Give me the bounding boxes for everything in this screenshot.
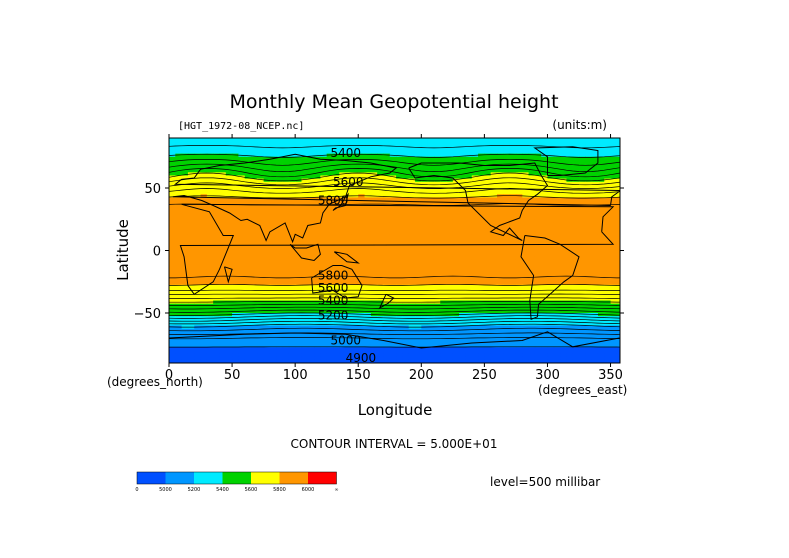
coastline	[224, 266, 233, 284]
contour-line	[169, 337, 620, 340]
x-tick-label: 100	[283, 368, 308, 383]
contour-line	[169, 195, 620, 199]
x-tick-label: 250	[472, 368, 497, 383]
y-tick-label: 0	[153, 245, 161, 260]
colorbar-label: 0	[135, 487, 138, 493]
colorbar-swatch	[137, 472, 166, 484]
x-tick-label: 50	[224, 368, 241, 383]
contour-line	[169, 153, 620, 158]
colorbar-label: 5600	[245, 487, 258, 493]
coastline	[533, 146, 599, 176]
coastline	[332, 192, 349, 211]
contour-line	[169, 172, 620, 182]
contour-line	[169, 177, 620, 186]
dataset-label: [HGT_1972-08_NCEP.nc]	[178, 121, 304, 132]
colorbar-label: 5800	[273, 487, 286, 493]
y-tick-layer: 50 0 −50	[134, 182, 624, 322]
contour-label: 4900	[346, 351, 377, 365]
contour-label: 5600	[333, 175, 364, 189]
contour-line	[169, 283, 620, 286]
coastline	[311, 265, 363, 299]
y-unit-label: (degrees_north)	[107, 375, 203, 389]
coastline	[520, 235, 580, 321]
y-axis-label: Latitude	[114, 219, 132, 281]
y-tick-label: 50	[144, 182, 161, 197]
coastline	[378, 293, 395, 310]
contour-line	[169, 297, 620, 299]
contour-label: 5400	[318, 294, 349, 308]
contour-line	[169, 323, 620, 328]
level-label: level=500 millibar	[490, 475, 600, 489]
contour-line	[169, 303, 620, 306]
coastline	[169, 331, 620, 349]
x-tick-label: 200	[409, 368, 434, 383]
contour-line	[169, 318, 620, 322]
contour-interval-label: CONTOUR INTERVAL = 5.000E+01	[291, 437, 498, 451]
units-label: (units:m)	[552, 118, 607, 132]
contour-line	[169, 309, 620, 313]
x-tick-label: 300	[535, 368, 560, 383]
contour-line	[169, 275, 620, 279]
colorbar-swatch	[308, 472, 337, 484]
contour-line	[169, 306, 620, 310]
contour-line	[169, 327, 620, 332]
coastline	[333, 251, 360, 264]
colorbar-swatch	[165, 472, 194, 484]
contour-line	[169, 293, 620, 295]
colorbar-label: 5000	[159, 487, 172, 493]
colorbar-label: ∞	[334, 487, 338, 493]
coastline	[289, 243, 321, 262]
contour-line	[169, 289, 620, 291]
contour-label: 5200	[318, 309, 349, 323]
colorbar-swatch	[222, 472, 251, 484]
colorbar-label: 5400	[216, 487, 229, 493]
x-unit-label: (degrees_east)	[538, 383, 627, 397]
colorbar: 0 5000 5200 5400 5600 5800 6000 ∞	[135, 471, 339, 493]
coastline	[408, 162, 549, 241]
contour-line	[169, 301, 620, 303]
colorbar-swatch	[251, 472, 280, 484]
x-tick-label: 0	[165, 368, 173, 383]
coastline	[179, 203, 615, 295]
colorbar-label: 6000	[302, 487, 315, 493]
contour-label: 5000	[331, 334, 362, 348]
coastline	[172, 153, 620, 244]
x-axis-label: Longitude	[358, 401, 433, 419]
contour-label: 5400	[331, 146, 362, 160]
x-tick-label: 350	[598, 368, 623, 383]
contour-line	[169, 145, 620, 149]
x-tick-label: 150	[346, 368, 371, 383]
contour-line	[169, 312, 620, 316]
contour-line	[169, 188, 620, 194]
colorbar-frame	[136, 471, 337, 485]
contour-line	[169, 182, 620, 189]
coastlines	[169, 146, 620, 349]
colorbar-swatch	[194, 472, 223, 484]
x-tick-layer: 0 50 100 150 200 250 300 350	[165, 134, 623, 383]
contour-line	[169, 320, 620, 325]
contour-line	[169, 315, 620, 319]
y-tick-label: −50	[134, 307, 161, 322]
colorbar-label: 5200	[188, 487, 201, 493]
chart-title: Monthly Mean Geopotential height	[229, 91, 558, 113]
colorbar-swatch	[279, 472, 308, 484]
contour-label: 5800	[318, 194, 349, 208]
contour-label: 5600	[318, 281, 349, 295]
contour-label: 5800	[318, 269, 349, 283]
